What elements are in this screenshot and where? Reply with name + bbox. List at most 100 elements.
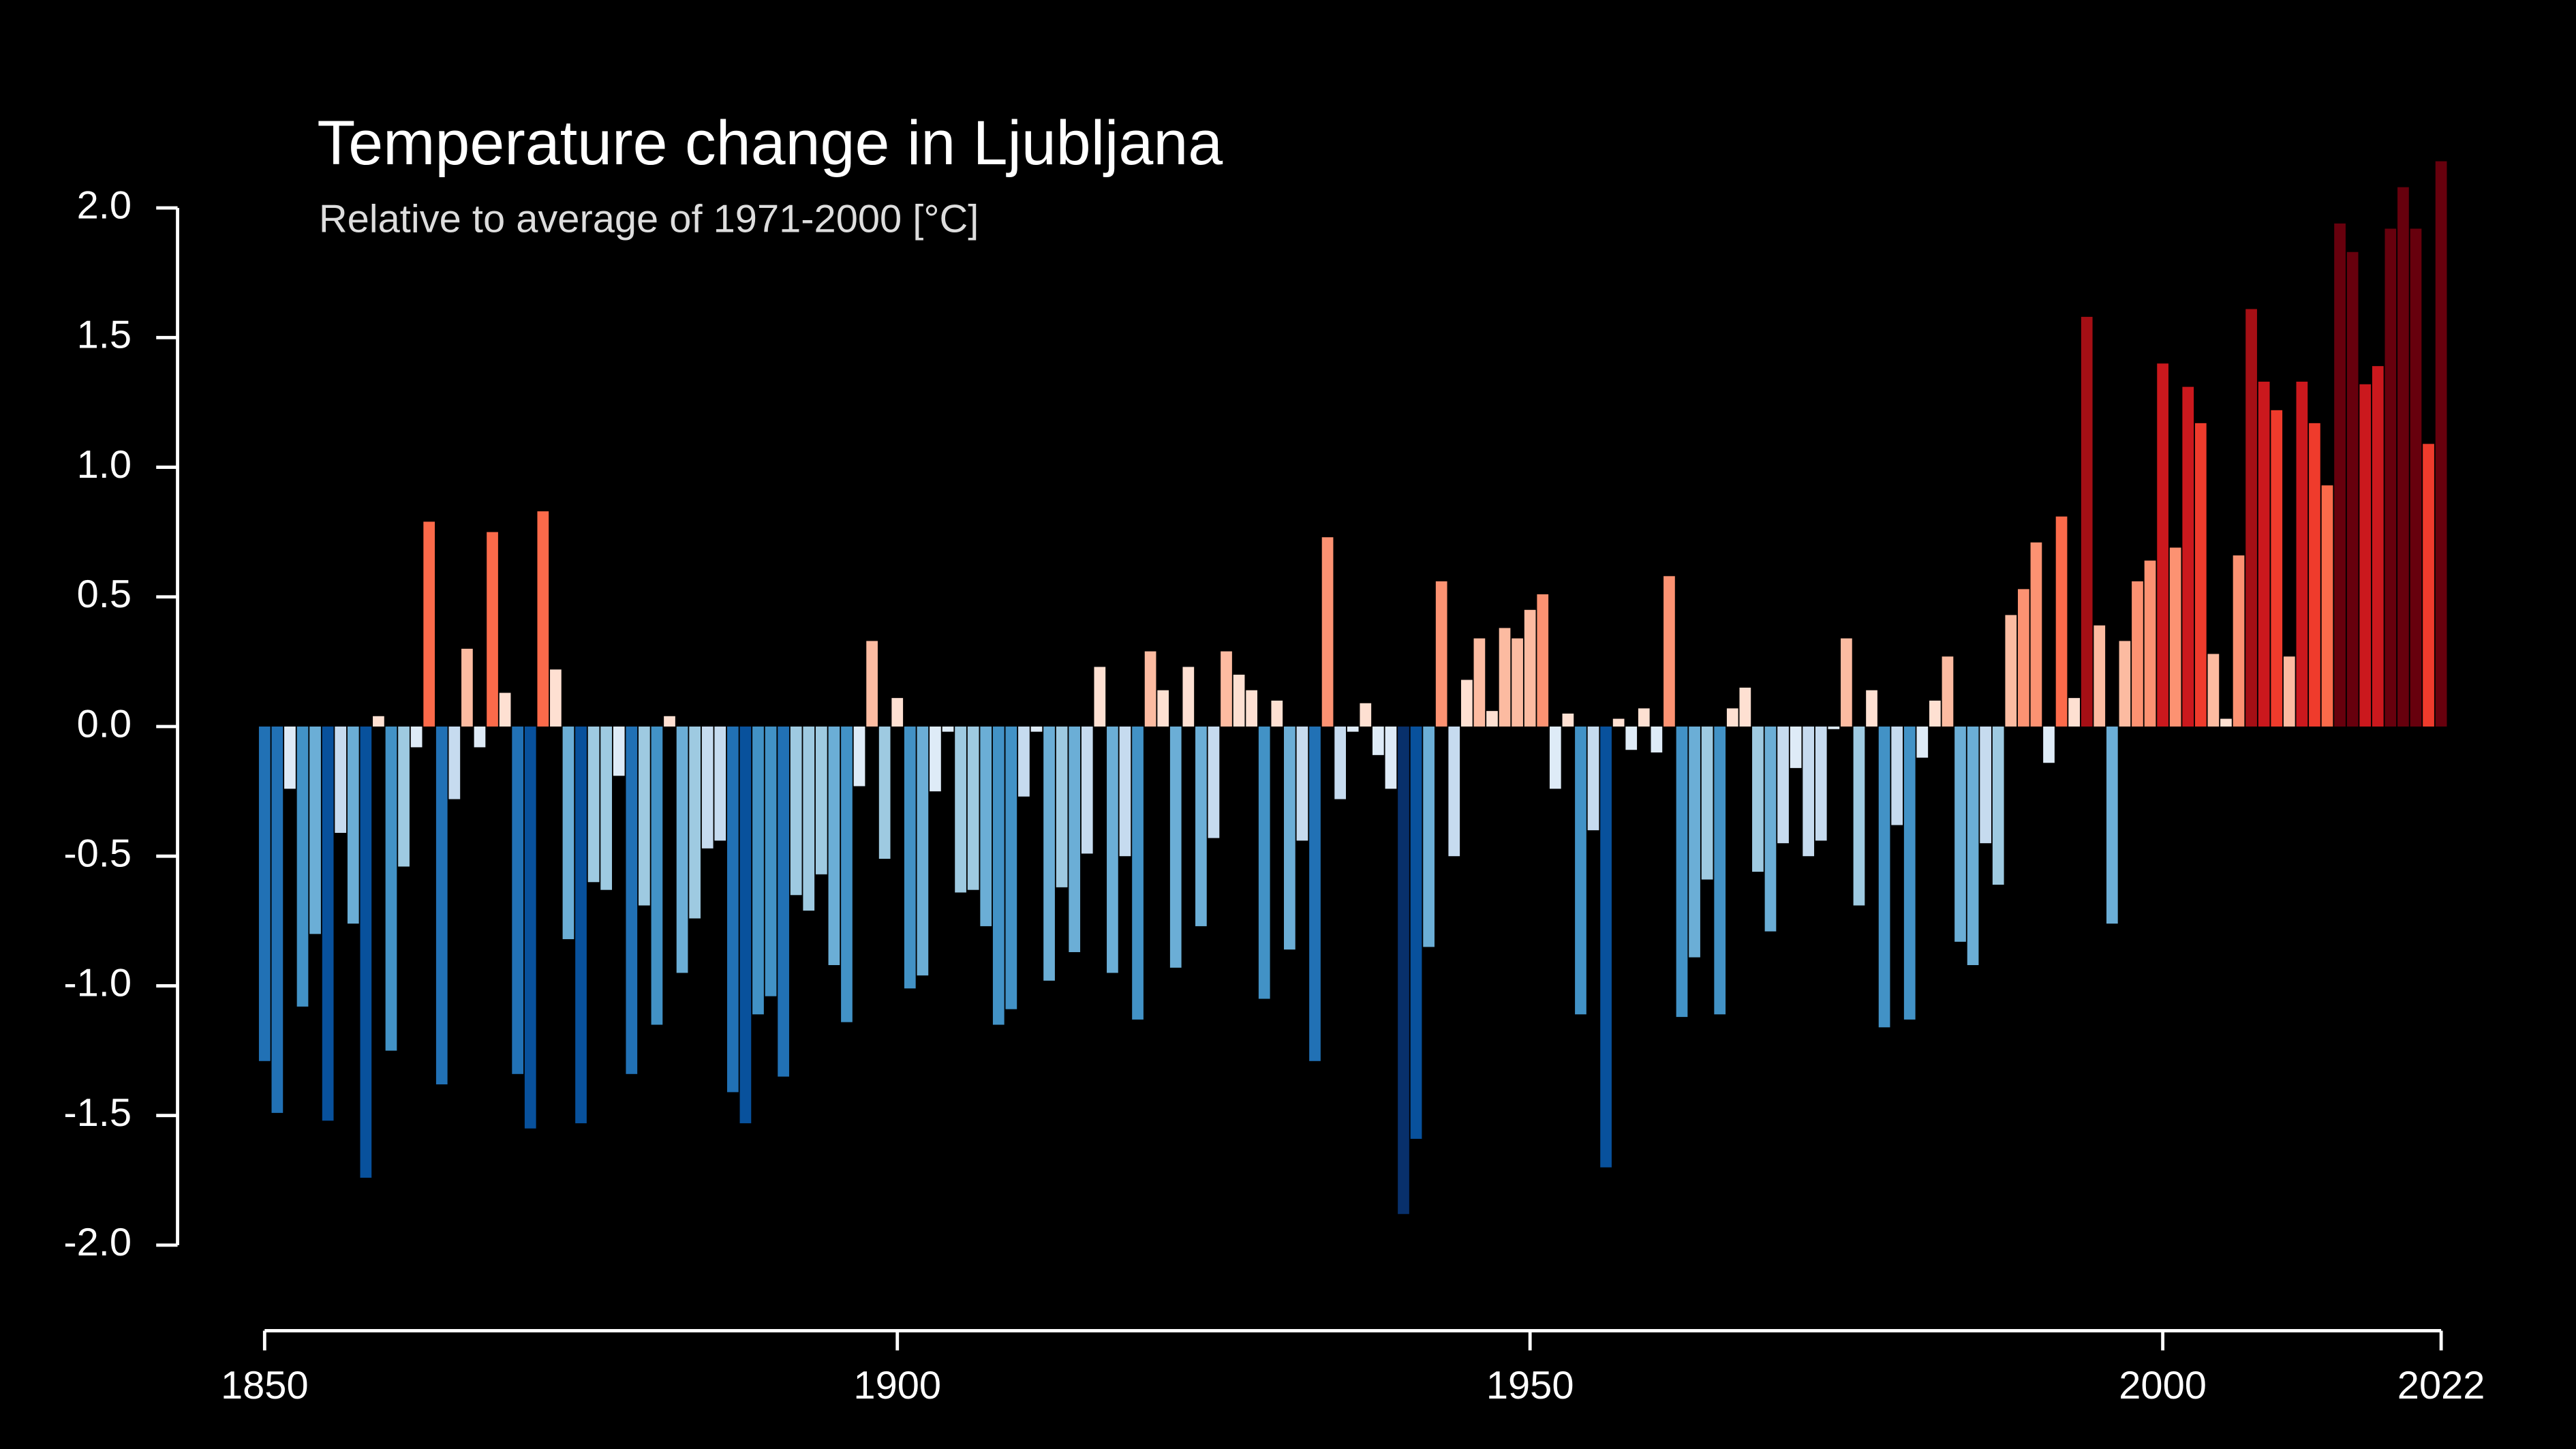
bar bbox=[373, 716, 384, 727]
y-tick-label: 1.0 bbox=[77, 443, 132, 487]
bar bbox=[2321, 485, 2333, 727]
bar bbox=[410, 726, 423, 748]
bar bbox=[2106, 726, 2118, 924]
bar bbox=[1195, 726, 1207, 926]
bar bbox=[487, 532, 498, 727]
bar bbox=[1347, 726, 1359, 732]
bar bbox=[2030, 542, 2042, 727]
bar bbox=[398, 726, 410, 867]
bar bbox=[423, 521, 435, 727]
y-tick-label: -2.0 bbox=[63, 1221, 132, 1264]
bar bbox=[1714, 726, 1726, 1015]
bar bbox=[2182, 386, 2194, 727]
bar bbox=[1625, 726, 1638, 750]
bar bbox=[752, 726, 764, 1015]
bar bbox=[2245, 309, 2257, 727]
bar bbox=[1107, 726, 1118, 973]
bar bbox=[2423, 444, 2434, 727]
chart-title: Temperature change in Ljubljana bbox=[317, 108, 1223, 178]
bar bbox=[878, 726, 891, 859]
x-tick-label: 2022 bbox=[2397, 1364, 2485, 1407]
bar bbox=[1967, 726, 1979, 966]
bar bbox=[1132, 726, 1144, 1020]
bar bbox=[1119, 726, 1131, 857]
bar bbox=[2296, 381, 2308, 727]
bar bbox=[1208, 726, 1220, 838]
bar bbox=[1638, 708, 1650, 727]
bar bbox=[1841, 638, 1852, 727]
chart-subtitle: Relative to average of 1971-2000 [°C] bbox=[319, 198, 979, 241]
bar bbox=[626, 726, 638, 1074]
bar bbox=[1537, 594, 1549, 727]
x-tick-label: 2000 bbox=[2119, 1364, 2207, 1407]
bar bbox=[448, 726, 461, 799]
bar bbox=[1385, 726, 1397, 789]
bar bbox=[790, 726, 802, 896]
bar bbox=[942, 726, 954, 732]
bar bbox=[1524, 609, 1536, 727]
bar bbox=[2207, 654, 2220, 727]
bar bbox=[2132, 581, 2143, 727]
bar bbox=[2385, 228, 2397, 727]
bar bbox=[1689, 726, 1700, 958]
bar bbox=[1043, 726, 1055, 981]
y-tick-label: -0.5 bbox=[63, 832, 132, 875]
bar bbox=[385, 726, 397, 1051]
bar bbox=[575, 726, 587, 1124]
bar bbox=[1271, 700, 1283, 727]
bar bbox=[1334, 726, 1346, 799]
bar bbox=[335, 726, 347, 833]
bar bbox=[284, 726, 296, 789]
bar bbox=[1144, 651, 1156, 727]
bar bbox=[1878, 726, 1890, 1028]
bar bbox=[1221, 651, 1232, 727]
bar bbox=[841, 726, 853, 1022]
bar bbox=[562, 726, 574, 939]
bar bbox=[600, 726, 613, 890]
bar bbox=[1903, 726, 1916, 1020]
bar bbox=[1410, 726, 1422, 1139]
bar bbox=[1360, 703, 1372, 727]
bar bbox=[2043, 726, 2055, 763]
bar bbox=[1372, 726, 1384, 755]
bar bbox=[2435, 161, 2447, 727]
bar bbox=[664, 716, 675, 727]
bar bbox=[1499, 628, 1511, 727]
bar bbox=[1473, 638, 1486, 727]
bar bbox=[2094, 625, 2106, 727]
bar bbox=[967, 726, 979, 890]
bar bbox=[955, 726, 966, 893]
x-tick-label: 1850 bbox=[221, 1364, 309, 1407]
bar bbox=[1486, 711, 1498, 727]
bar bbox=[2359, 384, 2372, 727]
bar bbox=[1866, 690, 1877, 727]
bar bbox=[1423, 726, 1435, 947]
bar bbox=[765, 726, 777, 996]
bar bbox=[1828, 726, 1840, 729]
bar bbox=[1929, 700, 1941, 727]
y-tick-label: -1.0 bbox=[63, 962, 132, 1005]
bar bbox=[1157, 690, 1169, 727]
bar bbox=[1309, 726, 1321, 1061]
bar bbox=[537, 511, 549, 727]
bar bbox=[435, 726, 448, 1085]
bar bbox=[2119, 641, 2131, 727]
bar bbox=[1398, 726, 1409, 1215]
y-tick-label: 0.5 bbox=[77, 573, 132, 616]
bar bbox=[524, 726, 536, 1129]
bar bbox=[2283, 656, 2295, 727]
y-tick-label: -1.5 bbox=[63, 1091, 132, 1135]
bar bbox=[2081, 316, 2093, 727]
bar bbox=[2258, 381, 2270, 727]
bar bbox=[587, 726, 600, 883]
bar bbox=[1587, 726, 1599, 831]
bar bbox=[1777, 726, 1789, 844]
bar bbox=[2397, 187, 2409, 727]
bar bbox=[1056, 726, 1068, 887]
bar bbox=[2169, 547, 2181, 727]
bar bbox=[2005, 615, 2017, 727]
bar bbox=[2194, 423, 2207, 727]
bar bbox=[803, 726, 815, 911]
bar bbox=[1612, 718, 1625, 727]
